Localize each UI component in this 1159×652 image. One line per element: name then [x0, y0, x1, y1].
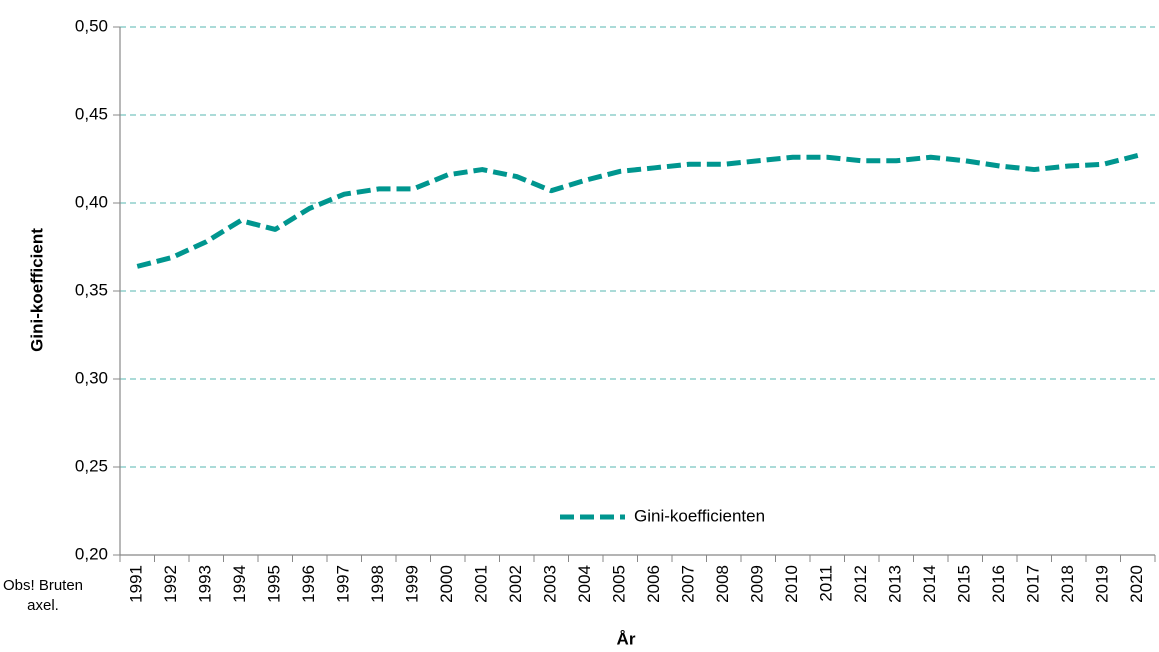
x-tick-label: 1997 — [334, 565, 353, 603]
x-tick-label: 2010 — [782, 565, 801, 603]
y-tick-label: 0,45 — [75, 104, 108, 123]
y-tick-label: 0,35 — [75, 280, 108, 299]
x-axis-label: År — [617, 629, 636, 648]
x-tick-label: 2015 — [955, 565, 974, 603]
x-tick-label: 2012 — [851, 565, 870, 603]
y-tick-label: 0,50 — [75, 16, 108, 35]
x-tick-label: 2007 — [679, 565, 698, 603]
x-tick-label: 2005 — [610, 565, 629, 603]
x-tick-label: 1996 — [299, 565, 318, 603]
x-tick-label: 1994 — [230, 565, 249, 603]
x-tick-label: 2019 — [1093, 565, 1112, 603]
x-tick-label: 2017 — [1024, 565, 1043, 603]
x-tick-label: 2020 — [1127, 565, 1146, 603]
x-tick-label: 2004 — [575, 565, 594, 603]
x-tick-label: 2013 — [886, 565, 905, 603]
y-tick-label: 0,30 — [75, 368, 108, 387]
data-line — [136, 153, 1139, 269]
x-tick-label: 2006 — [644, 565, 663, 603]
x-tick-label: 1999 — [403, 565, 422, 603]
x-tick-label: 2000 — [437, 565, 456, 603]
y-tick-label: 0,40 — [75, 192, 108, 211]
x-tick-label: 1991 — [127, 565, 146, 603]
x-tick-label: 2011 — [817, 565, 836, 602]
x-tick-label: 2009 — [748, 565, 767, 603]
x-tick-label: 2016 — [989, 565, 1008, 603]
y-tick-label: 0,20 — [75, 544, 108, 563]
x-tick-label: 2014 — [920, 565, 939, 603]
x-tick-label: 2002 — [506, 565, 525, 603]
legend-label: Gini-koefficienten — [634, 506, 765, 525]
x-tick-label: 1993 — [196, 565, 215, 603]
y-axis-label: Gini-koefficient — [27, 228, 46, 352]
x-tick-label: 1998 — [368, 565, 387, 603]
y-tick-label: 0,25 — [75, 456, 108, 475]
x-tick-label: 2018 — [1058, 565, 1077, 603]
x-tick-label: 2003 — [541, 565, 560, 603]
x-tick-label: 2001 — [472, 565, 491, 603]
x-tick-label: 1995 — [265, 565, 284, 603]
x-tick-label: 1992 — [161, 565, 180, 603]
annotation: Obs! Bruten axel. — [2, 577, 84, 614]
x-tick-label: 2008 — [713, 565, 732, 603]
